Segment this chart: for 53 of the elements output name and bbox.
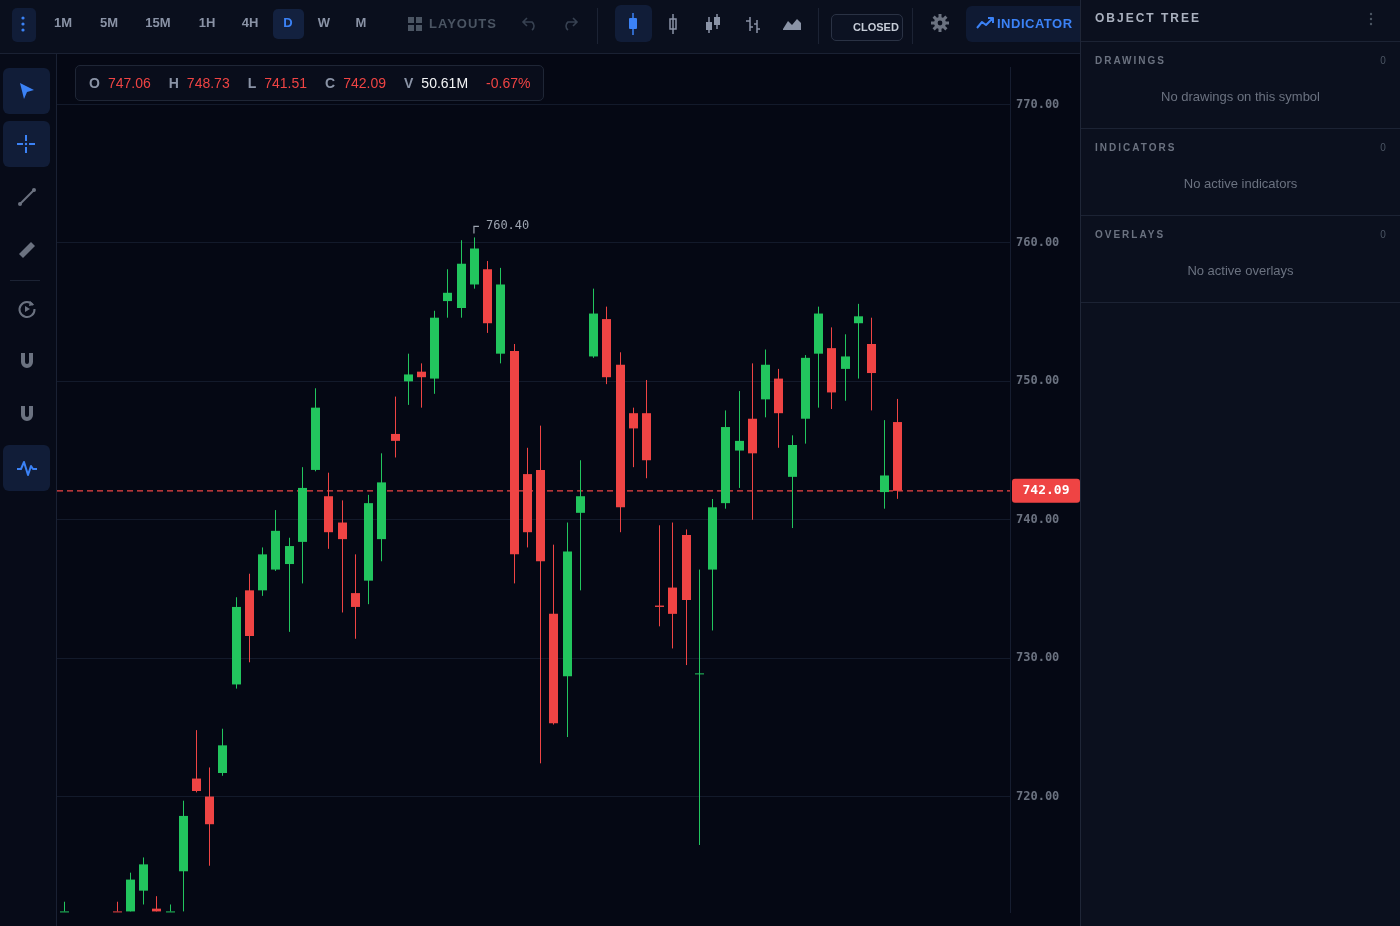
candlestick — [576, 459, 585, 591]
candlestick — [404, 353, 413, 406]
text: CLOSED — [853, 21, 899, 33]
text: 5M — [99, 15, 119, 30]
text: M — [355, 15, 367, 30]
text: 1H — [198, 15, 216, 30]
text: LAYOUTS — [429, 16, 497, 31]
text: 15M — [145, 15, 171, 30]
candlestick — [695, 569, 704, 846]
annotation: 760.40 — [485, 217, 530, 232]
text: No active indicators — [1182, 176, 1299, 191]
text: INDICATOR — [997, 16, 1073, 31]
text: 0 — [1379, 55, 1387, 66]
text: OBJECT TREE — [1095, 11, 1202, 25]
ref-line-label: 742.09 — [1022, 482, 1070, 498]
candlestick — [417, 362, 426, 409]
y-tick-label: 730.00 — [1016, 650, 1060, 665]
text: 0 — [1379, 229, 1387, 240]
annotation: L 741.51 — [247, 75, 308, 91]
candlestick — [735, 390, 744, 489]
annotation: C 742.09 — [325, 75, 387, 91]
candlestick — [391, 396, 400, 458]
y-tick-label: 740.00 — [1016, 511, 1060, 526]
y-tick-label: 770.00 — [1016, 96, 1060, 111]
candlestick — [854, 303, 863, 380]
candlestick — [60, 901, 69, 913]
text: OVERLAYS — [1095, 229, 1166, 240]
candlestick — [880, 419, 889, 510]
annotation: H 748.73 — [168, 75, 230, 91]
candlestick — [192, 729, 201, 793]
candlestick — [285, 537, 294, 633]
text: D — [283, 15, 293, 30]
candlestick — [166, 904, 175, 913]
text: W — [317, 15, 331, 30]
y-tick-label: 750.00 — [1016, 373, 1060, 388]
annotation: -0.67% — [486, 75, 531, 91]
text: 0 — [1379, 142, 1387, 153]
text: No drawings on this symbol — [1160, 89, 1321, 104]
text: DRAWINGS — [1095, 55, 1166, 66]
candlestick — [629, 407, 638, 468]
candlestick — [351, 553, 360, 640]
text: 1M — [53, 15, 73, 30]
text: 4H — [241, 15, 259, 30]
candlestick — [443, 268, 452, 319]
text: INDICATORS — [1095, 142, 1177, 153]
candlestick — [338, 499, 347, 613]
candlestick — [841, 333, 850, 402]
annotation: O 747.06 — [89, 75, 151, 91]
y-tick-label: 720.00 — [1016, 788, 1060, 803]
annotation: V 50.61M — [404, 75, 469, 91]
text: No active overlays — [1186, 263, 1295, 278]
candlestick — [113, 901, 122, 913]
y-tick-label: 760.00 — [1016, 235, 1060, 250]
